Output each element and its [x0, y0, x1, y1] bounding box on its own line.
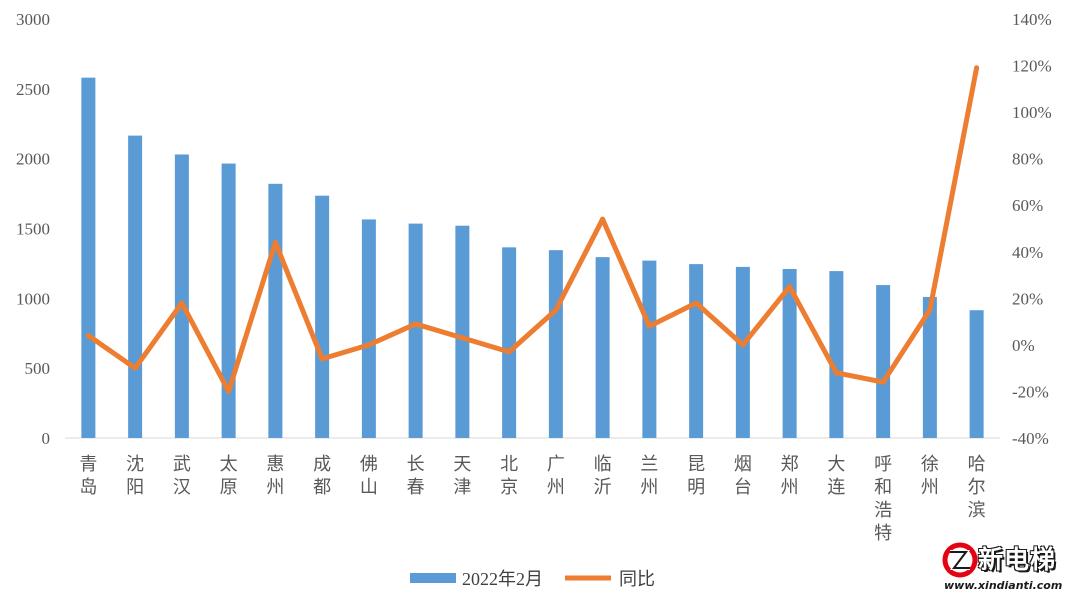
left-axis-tick-label: 2500: [16, 80, 50, 99]
line-point: [693, 300, 699, 306]
right-axis-tick-label: 60%: [1012, 196, 1043, 215]
category-label: 惠州: [266, 454, 284, 498]
line-point: [833, 370, 839, 376]
bar: [221, 163, 236, 438]
bar: [642, 260, 657, 438]
line-point: [553, 307, 559, 313]
bar: [361, 219, 376, 438]
line-path: [85, 65, 980, 394]
category-label: 徐州: [921, 454, 939, 498]
category-label: 哈尔滨: [968, 454, 986, 521]
legend-label-line: 同比: [619, 569, 655, 589]
right-axis-tick-label: -40%: [1012, 429, 1049, 448]
bar: [128, 135, 143, 438]
right-axis-tick-label: 0%: [1012, 336, 1035, 355]
line-series: [85, 65, 980, 394]
legend-label-bar: 2022年2月: [462, 569, 543, 589]
line-point: [880, 379, 886, 385]
line-point: [459, 335, 465, 341]
category-label: 长春: [407, 454, 425, 498]
line-point: [413, 321, 419, 327]
elevator-logo-icon: [942, 542, 978, 578]
line-point: [927, 307, 933, 313]
bar: [782, 269, 797, 438]
category-label: 天津: [453, 454, 471, 498]
right-axis-tick-label: 140%: [1012, 10, 1052, 29]
right-axis-tick-label: 80%: [1012, 150, 1043, 169]
category-label: 兰州: [640, 454, 658, 498]
category-label: 广州: [547, 454, 565, 498]
bar: [876, 285, 891, 438]
line-point: [600, 216, 606, 222]
category-label: 青岛: [79, 454, 97, 498]
left-axis-tick-label: 0: [42, 429, 51, 448]
right-axis-tick-label: 120%: [1012, 57, 1052, 76]
category-label: 昆明: [687, 454, 705, 498]
category-label: 北京: [500, 454, 518, 498]
right-axis-tick-label: -20%: [1012, 382, 1049, 401]
category-label: 临沂: [594, 454, 612, 498]
right-axis-tick-label: 20%: [1012, 289, 1043, 308]
left-y-axis: 0 500 1000 1500 2000 2500 3000: [16, 10, 50, 448]
line-point: [179, 300, 185, 306]
left-axis-tick-label: 2000: [16, 150, 50, 169]
right-y-axis: -40% -20% 0% 20% 40% 60% 80% 100% 120% 140%: [1012, 10, 1052, 448]
left-axis-tick-label: 3000: [16, 10, 50, 29]
category-label: 大连: [827, 454, 845, 498]
line-point: [272, 239, 278, 245]
bar: [969, 310, 984, 438]
legend: 2022年2月 同比: [410, 569, 655, 589]
line-point: [226, 388, 232, 394]
bar: [922, 296, 937, 438]
legend-swatch-bar: [410, 573, 456, 583]
left-axis-tick-label: 500: [25, 359, 51, 378]
line-point: [974, 65, 980, 71]
category-label: 武汉: [173, 454, 191, 498]
line-point: [85, 333, 91, 339]
bar: [735, 266, 750, 438]
category-label: 太原: [220, 454, 238, 498]
category-label: 沈阳: [126, 454, 144, 498]
line-point: [319, 356, 325, 362]
line-point: [646, 323, 652, 329]
category-label: 呼和浩特: [874, 454, 892, 544]
bar: [315, 195, 330, 438]
logo-url: www.xindianti.com: [944, 579, 1063, 592]
bar: [502, 247, 517, 438]
right-axis-tick-label: 40%: [1012, 243, 1043, 262]
bar: [595, 257, 610, 438]
line-point: [366, 342, 372, 348]
left-axis-tick-label: 1500: [16, 220, 50, 239]
bar: [548, 250, 563, 438]
bar-series: [81, 77, 984, 438]
site-logo: 新电梯 www.xindianti.com: [942, 540, 1076, 594]
line-point: [787, 284, 793, 290]
category-label: 烟台: [734, 454, 752, 498]
left-axis-tick-label: 1000: [16, 289, 50, 308]
bar: [81, 77, 96, 438]
bar: [408, 223, 423, 438]
category-label: 成都: [313, 454, 331, 498]
line-point: [132, 365, 138, 371]
bar: [829, 271, 844, 438]
line-point: [506, 349, 512, 355]
category-label: 佛山: [360, 454, 378, 498]
right-axis-tick-label: 100%: [1012, 103, 1052, 122]
bar: [689, 264, 704, 438]
bar: [455, 225, 470, 438]
logo-name: 新电梯: [978, 545, 1057, 574]
line-point: [740, 342, 746, 348]
bar: [174, 154, 189, 438]
category-label: 郑州: [781, 454, 799, 498]
bar: [268, 183, 283, 438]
